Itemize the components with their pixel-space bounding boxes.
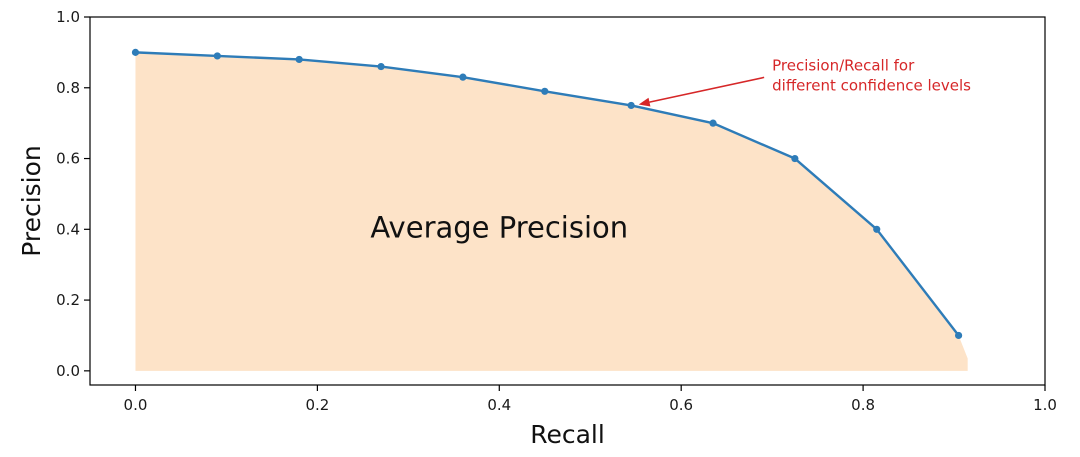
data-point — [295, 55, 303, 64]
data-points — [131, 48, 963, 340]
annotation-arrow — [649, 76, 765, 103]
annotation-line-1: Precision/Recall for — [772, 56, 915, 74]
data-point — [459, 73, 467, 81]
x-axis-ticks: 0.0 0.2 0.4 0.6 0.8 1.0 — [124, 385, 1057, 414]
annotation-arrowhead — [638, 97, 651, 107]
x-tick-label: 0.4 — [487, 396, 511, 414]
y-tick-label: 1.0 — [56, 8, 80, 26]
annotation: Precision/Recall for different confidenc… — [638, 56, 971, 107]
data-point — [377, 62, 385, 71]
average-precision-area — [135, 52, 968, 371]
data-point — [541, 87, 549, 95]
x-tick-label: 1.0 — [1033, 396, 1057, 414]
data-point — [954, 331, 963, 340]
y-tick-label: 0.4 — [56, 220, 80, 238]
x-tick-label: 0.2 — [305, 396, 329, 414]
plot-frame — [89, 16, 1046, 386]
x-axis-title: Recall — [530, 420, 605, 449]
x-tick-label: 0.6 — [669, 396, 693, 414]
data-point — [709, 119, 717, 127]
x-tick-label: 0.8 — [851, 396, 875, 414]
y-axis-title: Precision — [17, 145, 46, 257]
data-point — [791, 154, 799, 163]
data-point — [873, 225, 881, 233]
area-label: Average Precision — [370, 210, 628, 244]
y-tick-label: 0.0 — [56, 362, 80, 380]
y-tick-label: 0.8 — [56, 79, 80, 97]
y-axis-ticks: 0.0 0.2 0.4 0.6 0.8 1.0 — [56, 8, 90, 380]
annotation-line-2: different confidence levels — [772, 76, 971, 94]
y-tick-label: 0.2 — [56, 291, 80, 309]
data-point — [131, 48, 140, 56]
data-point — [213, 52, 221, 60]
x-tick-label: 0.0 — [124, 396, 148, 414]
y-tick-label: 0.6 — [56, 150, 80, 168]
data-point — [627, 101, 635, 110]
